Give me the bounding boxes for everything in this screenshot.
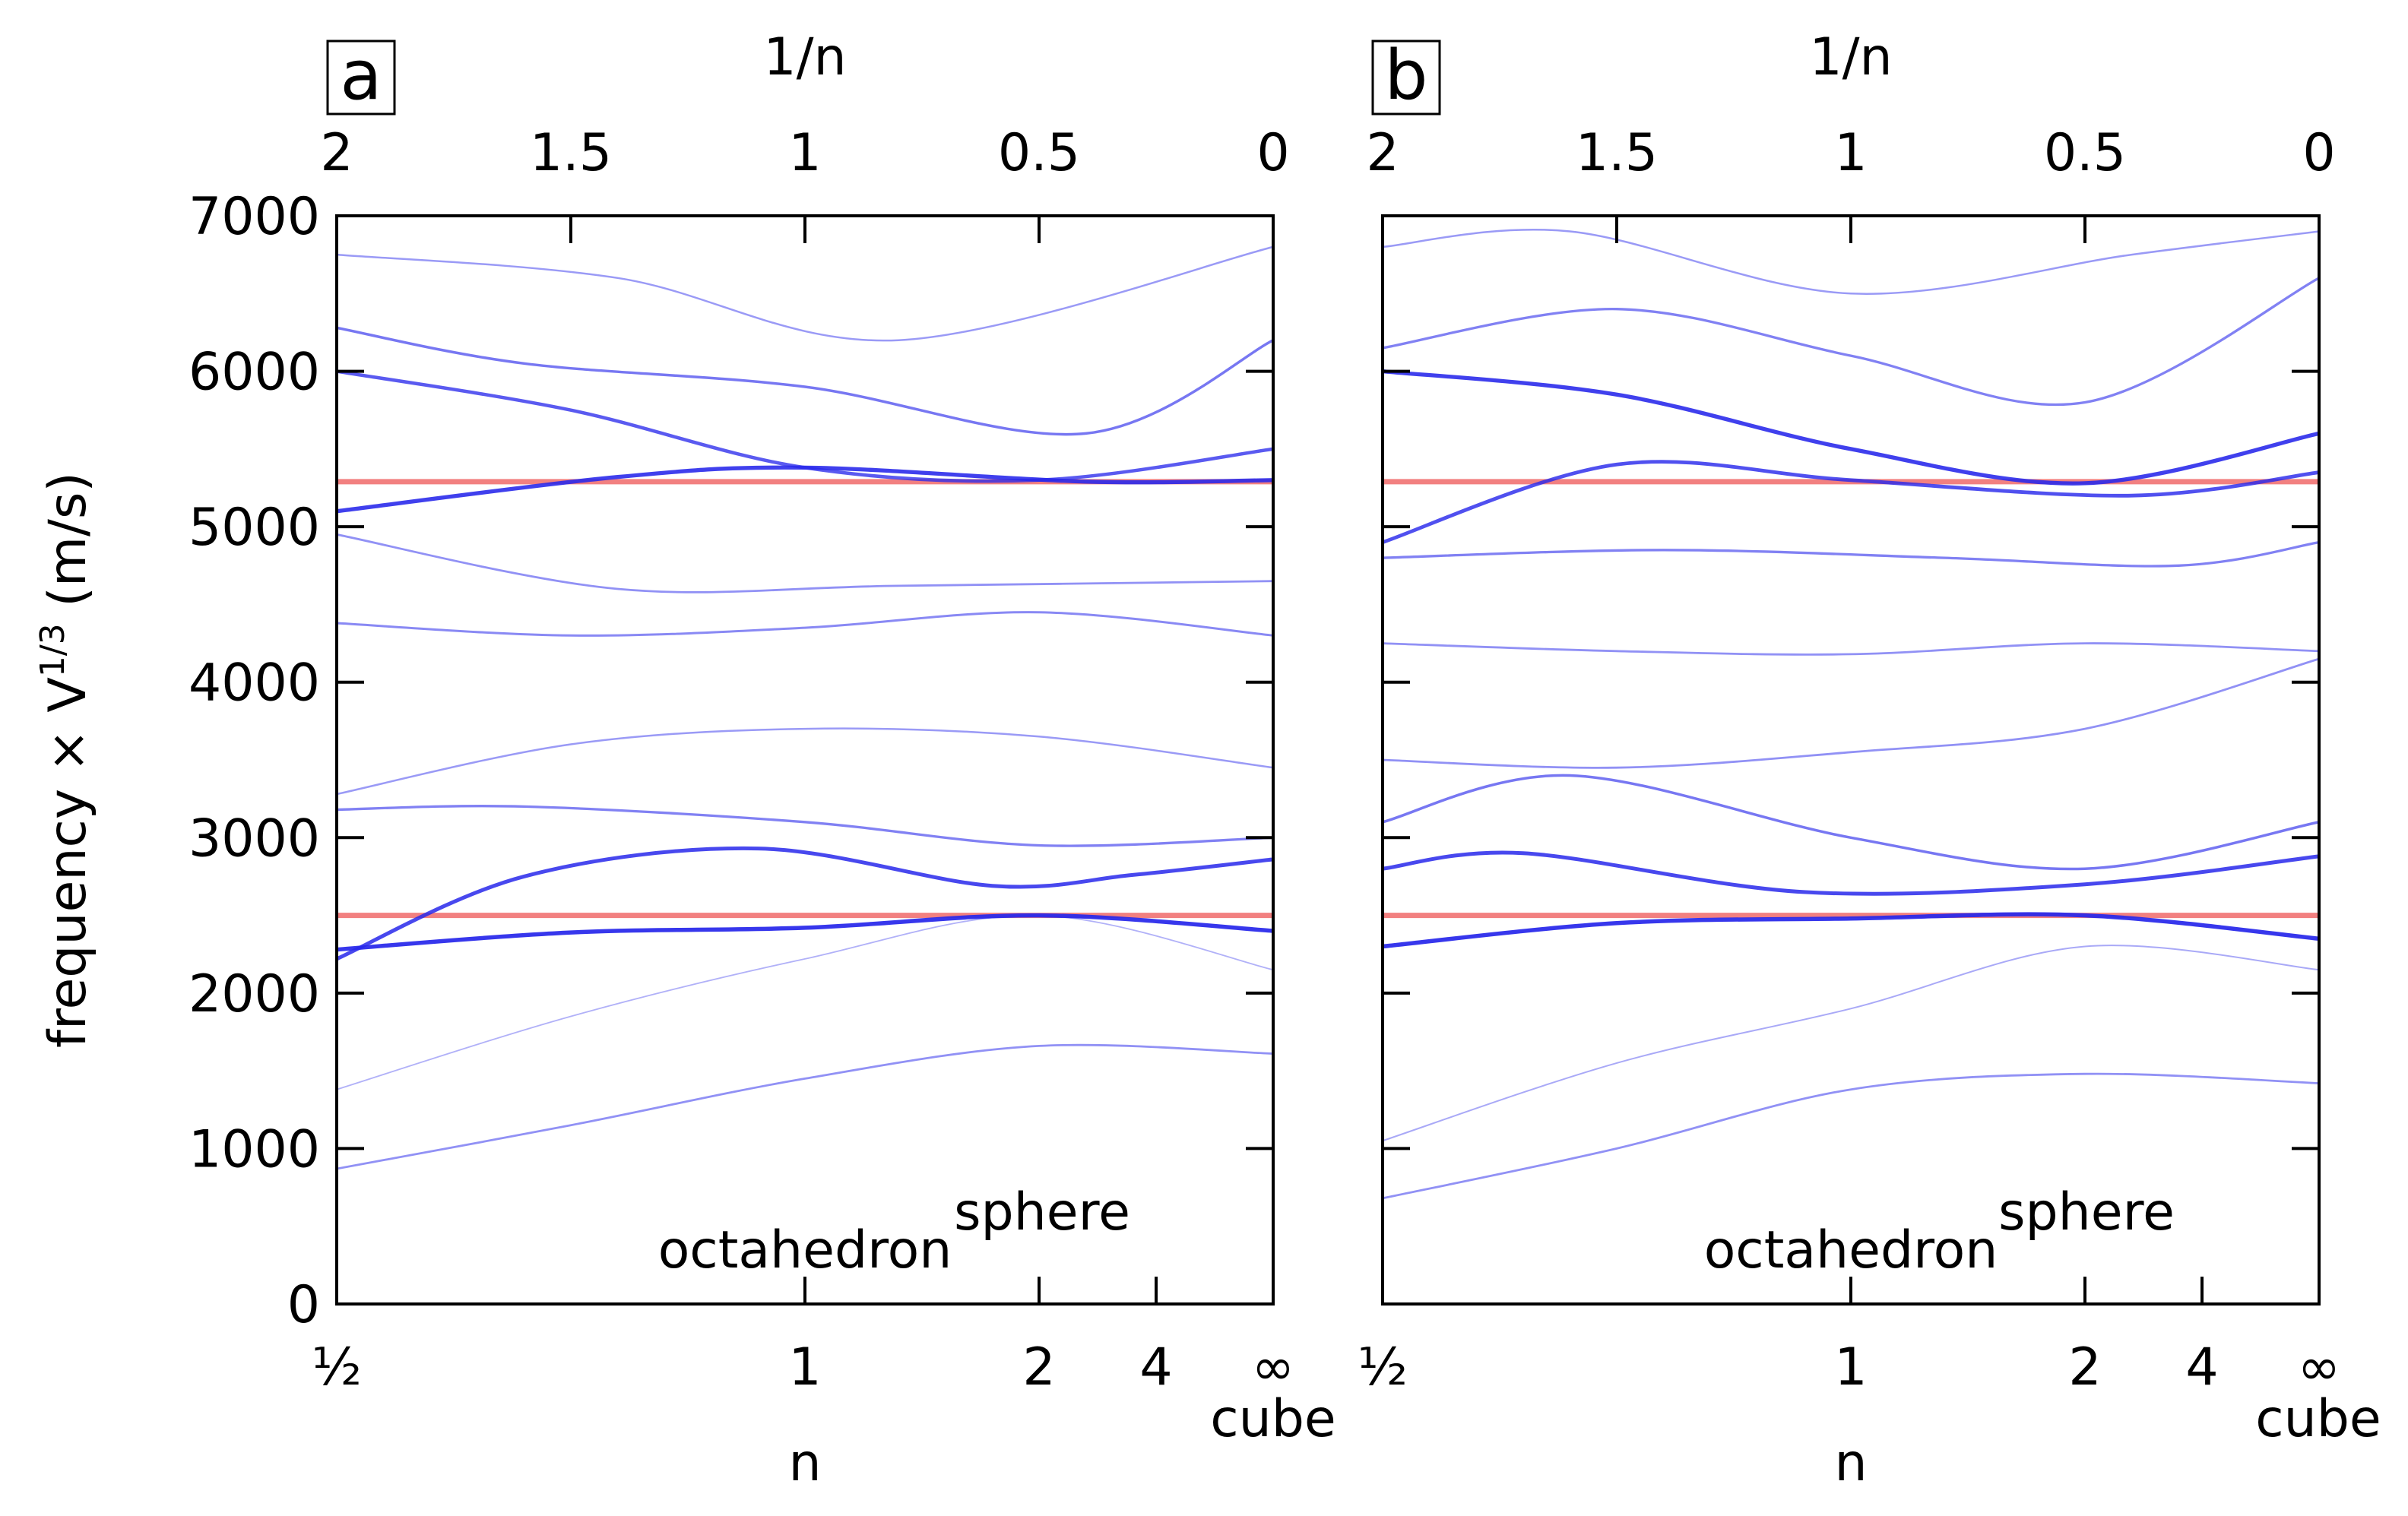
panel-b-frame: [1381, 214, 2321, 1306]
series-line-3: [1383, 912, 2319, 949]
bottom-x-tick-label: ½: [1358, 1337, 1408, 1397]
y-tick-label: 5000: [189, 498, 320, 558]
top-x-tick-label: 0: [1256, 123, 1289, 183]
panel-b-top-axis-title: 1/n: [1809, 27, 1892, 87]
panel-a-annotation-sphere: sphere: [954, 1182, 1130, 1242]
top-x-tick-label: 1.5: [530, 123, 612, 183]
bottom-x-tick-label: 1: [1834, 1337, 1867, 1397]
panel-b-x-axis-title: n: [1834, 1433, 1867, 1493]
series-line-6: [1383, 657, 2319, 769]
bottom-x-tick-label: ½: [312, 1337, 362, 1397]
y-tick-label: 1000: [189, 1119, 320, 1179]
y-tick-label: 7000: [189, 187, 320, 247]
series-line-12: [1383, 229, 2319, 295]
series-line-1: [1383, 1072, 2319, 1200]
series-line-5: [1383, 774, 2319, 871]
panel-a-plot: [337, 245, 1273, 1170]
series-line-7: [337, 611, 1273, 637]
series-line-2: [1383, 945, 2319, 1142]
series-line-11: [1383, 277, 2319, 407]
bottom-x-tick-label: 2: [2068, 1337, 2101, 1397]
panel-b-annotation-sphere: sphere: [1998, 1182, 2175, 1242]
series-line-12: [337, 245, 1273, 342]
y-axis-title: frequency × V1/3 (m/s): [33, 472, 98, 1048]
series-line-1: [337, 1043, 1273, 1170]
series-line-4: [337, 846, 1273, 961]
series-line-10: [337, 369, 1273, 483]
panel-a-top-axis-title: 1/n: [763, 27, 846, 87]
series-line-7: [1383, 642, 2319, 656]
bottom-x-tick-label: 4: [1139, 1337, 1172, 1397]
y-tick-label: 2000: [189, 964, 320, 1024]
panel-b-annotation-octahedron: octahedron: [1704, 1220, 1998, 1280]
panel-a-x-axis-title: n: [788, 1433, 821, 1493]
y-tick-label: 0: [287, 1275, 320, 1335]
series-line-4: [1383, 850, 2319, 896]
y-axis-title-sup: 1/3: [33, 623, 72, 677]
top-x-tick-label: 2: [320, 123, 353, 183]
panel-b-label: b: [1384, 36, 1427, 116]
series-line-5: [337, 805, 1273, 847]
series-line-8: [1383, 540, 2319, 568]
series-line-11: [337, 326, 1273, 436]
series-line-8: [337, 533, 1273, 593]
panel-b-ticks: 2 1.5 1 0.5 0 ½ 1 2 4 ∞: [1358, 123, 2340, 1397]
top-x-tick-label: 0: [2302, 123, 2335, 183]
panel-a-label: a: [340, 36, 382, 116]
series-line-6: [337, 727, 1273, 796]
panel-b-plot: [1383, 229, 2319, 1200]
bottom-x-tick-label: 2: [1022, 1337, 1055, 1397]
bottom-x-tick-label: 4: [2185, 1337, 2218, 1397]
y-tick-label: 3000: [189, 809, 320, 869]
bottom-x-tick-label: ∞: [1252, 1337, 1295, 1397]
panel-a-ref-lines: [337, 479, 1273, 919]
bottom-x-tick-label: ∞: [2298, 1337, 2341, 1397]
y-axis-title-unit: (m/s): [38, 472, 98, 623]
series-line-2: [337, 914, 1273, 1090]
panel-b: b 1/n 2 1.5 1 0.5 0 ½ 1 2 4 ∞ octahedron sphere c…: [1358, 27, 2381, 1493]
series-line-10: [1383, 369, 2319, 486]
panel-a-frame: [335, 214, 1275, 1306]
top-x-tick-label: 0.5: [2044, 123, 2126, 183]
bottom-x-tick-label: 1: [788, 1337, 821, 1397]
panel-a-annotation-cube: cube: [1210, 1389, 1335, 1449]
top-x-tick-label: 1: [1834, 123, 1867, 183]
panel-a-label-box: [326, 40, 396, 116]
panel-b-label-box: [1371, 40, 1441, 116]
series-line-3: [337, 913, 1273, 952]
series-line-9: [337, 465, 1273, 514]
panel-a-series: [337, 245, 1273, 1170]
panel-b-ref-lines: [1383, 479, 2319, 919]
panel-b-series: [1383, 229, 2319, 1200]
panel-a-annotation-octahedron: octahedron: [658, 1220, 952, 1280]
series-line-9: [1383, 460, 2319, 544]
y-tick-label: 6000: [189, 343, 320, 403]
top-x-tick-label: 1: [788, 123, 821, 183]
top-x-tick-label: 1.5: [1576, 123, 1658, 183]
panel-b-annotation-cube: cube: [2255, 1389, 2381, 1449]
top-x-tick-label: 2: [1366, 123, 1399, 183]
y-tick-label: 4000: [189, 654, 320, 714]
top-x-tick-label: 0.5: [998, 123, 1080, 183]
